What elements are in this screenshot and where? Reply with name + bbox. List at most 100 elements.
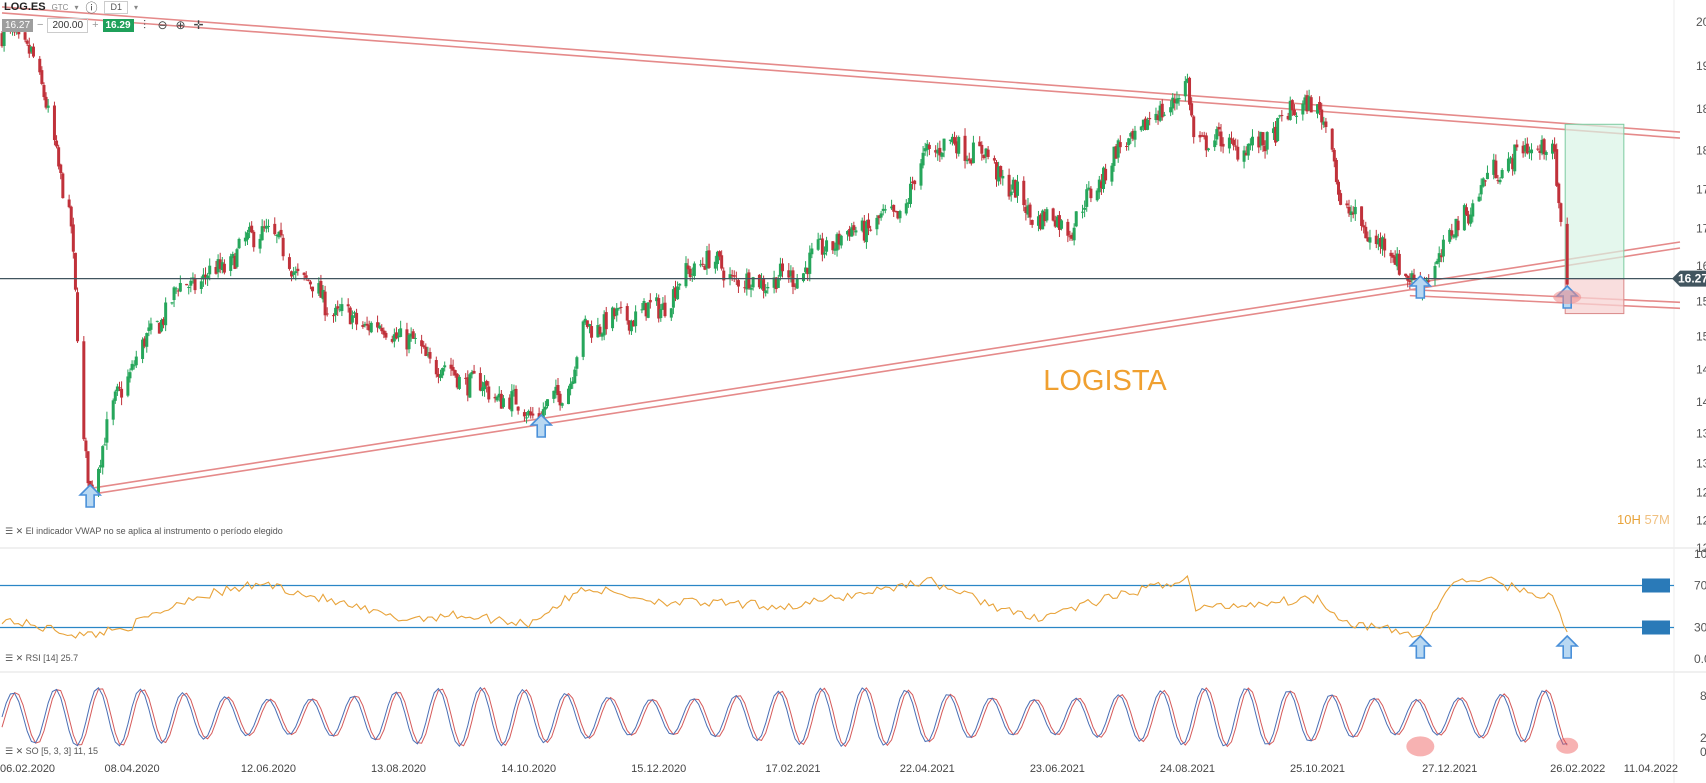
- candle[interactable]: [292, 272, 296, 275]
- candle[interactable]: [1089, 188, 1093, 199]
- timeframe-select[interactable]: D1: [104, 0, 128, 14]
- candle[interactable]: [1007, 174, 1011, 197]
- candle[interactable]: [948, 139, 952, 141]
- candle[interactable]: [1041, 210, 1045, 230]
- candle[interactable]: [881, 208, 885, 211]
- candle[interactable]: [587, 324, 591, 327]
- candle[interactable]: [497, 393, 501, 398]
- candle[interactable]: [176, 290, 180, 292]
- candle[interactable]: [245, 232, 249, 240]
- candle[interactable]: [332, 315, 336, 317]
- candle[interactable]: [516, 406, 520, 411]
- candle[interactable]: [1330, 128, 1334, 150]
- candle[interactable]: [629, 320, 633, 332]
- candle[interactable]: [40, 70, 44, 84]
- candle[interactable]: [810, 248, 814, 255]
- candle[interactable]: [1104, 168, 1108, 181]
- candle[interactable]: [281, 237, 285, 257]
- candle[interactable]: [390, 339, 394, 342]
- candle[interactable]: [31, 46, 35, 57]
- candle[interactable]: [1551, 143, 1555, 154]
- candle[interactable]: [816, 239, 820, 250]
- candle[interactable]: [613, 308, 617, 317]
- candle[interactable]: [1322, 121, 1326, 125]
- candle[interactable]: [1320, 109, 1324, 123]
- candle[interactable]: [1227, 137, 1231, 149]
- candle[interactable]: [1286, 115, 1290, 120]
- candle[interactable]: [684, 263, 688, 287]
- candle[interactable]: [1127, 138, 1131, 146]
- candle[interactable]: [1112, 146, 1116, 166]
- candle[interactable]: [1441, 239, 1445, 257]
- candle[interactable]: [101, 446, 105, 468]
- candle[interactable]: [1011, 179, 1015, 190]
- candle[interactable]: [363, 324, 367, 326]
- candle[interactable]: [23, 32, 27, 40]
- candle[interactable]: [350, 315, 354, 323]
- candle[interactable]: [554, 386, 558, 394]
- candle[interactable]: [170, 302, 174, 304]
- candle[interactable]: [1060, 220, 1064, 229]
- candle[interactable]: [940, 152, 944, 157]
- candle[interactable]: [143, 338, 147, 347]
- candle[interactable]: [1496, 180, 1500, 182]
- candle[interactable]: [1213, 140, 1217, 148]
- candle[interactable]: [1437, 253, 1441, 263]
- candle[interactable]: [1015, 181, 1019, 196]
- candle[interactable]: [722, 270, 726, 281]
- candle[interactable]: [1141, 119, 1145, 128]
- candle[interactable]: [778, 263, 782, 277]
- candle[interactable]: [103, 444, 107, 446]
- candle[interactable]: [346, 304, 350, 307]
- candle[interactable]: [277, 231, 281, 238]
- candle[interactable]: [1039, 214, 1043, 230]
- candle[interactable]: [1274, 126, 1278, 143]
- candle[interactable]: [428, 352, 432, 359]
- candle[interactable]: [1295, 115, 1299, 117]
- candle[interactable]: [1408, 280, 1412, 283]
- candle[interactable]: [1146, 119, 1150, 130]
- candle[interactable]: [1513, 144, 1517, 172]
- candle[interactable]: [317, 283, 321, 294]
- candle[interactable]: [801, 273, 805, 282]
- candle[interactable]: [499, 393, 503, 409]
- candle[interactable]: [1425, 279, 1429, 283]
- candle[interactable]: [1022, 180, 1026, 206]
- candle[interactable]: [367, 325, 371, 331]
- candle[interactable]: [501, 398, 505, 408]
- candle[interactable]: [640, 309, 644, 311]
- candle[interactable]: [995, 162, 999, 180]
- candle[interactable]: [457, 376, 461, 389]
- candle[interactable]: [1523, 145, 1527, 152]
- candle[interactable]: [862, 220, 866, 241]
- candle[interactable]: [879, 213, 883, 218]
- candle[interactable]: [894, 210, 898, 212]
- candle[interactable]: [266, 225, 270, 227]
- candle[interactable]: [575, 357, 579, 369]
- candle[interactable]: [967, 158, 971, 161]
- candle[interactable]: [290, 271, 294, 277]
- candle[interactable]: [692, 263, 696, 277]
- candle[interactable]: [1154, 113, 1158, 121]
- candle[interactable]: [627, 320, 631, 331]
- candle[interactable]: [673, 287, 677, 298]
- bid-price[interactable]: 16.27: [2, 18, 34, 32]
- candle[interactable]: [764, 290, 768, 294]
- candle[interactable]: [27, 44, 31, 54]
- candle[interactable]: [825, 240, 829, 252]
- candle[interactable]: [434, 360, 438, 375]
- candle[interactable]: [1097, 179, 1101, 193]
- candle[interactable]: [1395, 253, 1399, 267]
- candle[interactable]: [294, 271, 298, 274]
- candle[interactable]: [443, 365, 447, 368]
- candle[interactable]: [193, 277, 197, 291]
- candle[interactable]: [1538, 150, 1542, 153]
- candle[interactable]: [126, 376, 130, 396]
- candle[interactable]: [1043, 211, 1047, 222]
- candle[interactable]: [757, 274, 761, 288]
- indicator-menu-icon[interactable]: ☰ ✕: [5, 526, 26, 536]
- candle[interactable]: [264, 225, 268, 229]
- candle[interactable]: [678, 283, 682, 286]
- candle[interactable]: [1509, 157, 1513, 159]
- candle[interactable]: [776, 278, 780, 288]
